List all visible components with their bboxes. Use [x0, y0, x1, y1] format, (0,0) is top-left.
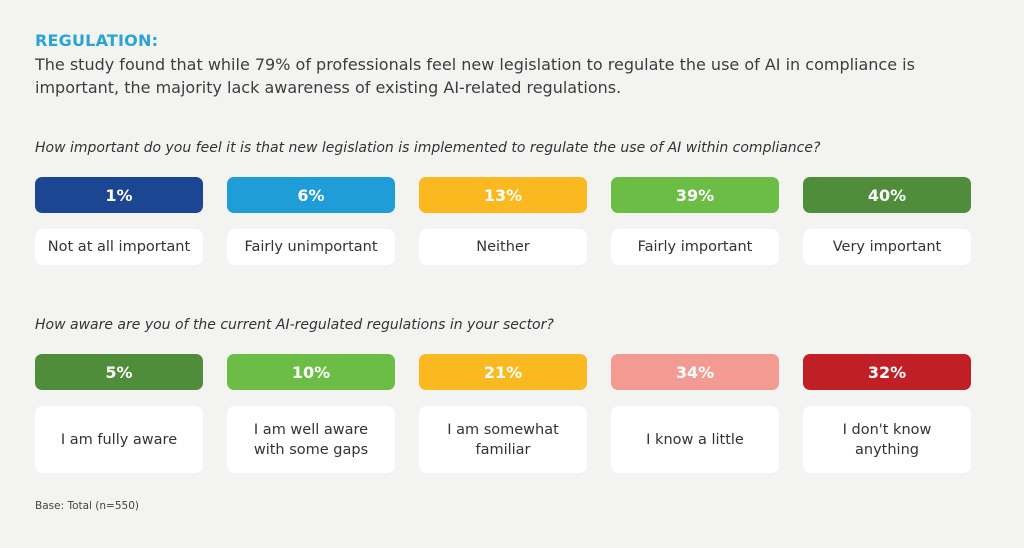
base-footnote: Base: Total (n=550): [35, 500, 139, 512]
question-importance: How important do you feel it is that new…: [35, 140, 821, 156]
value-pill: 21%: [419, 354, 587, 390]
importance-values-row: 1% 6% 13% 39% 40%: [35, 177, 971, 213]
importance-labels-row: Not at all important Fairly unimportant …: [35, 229, 971, 265]
value-pill: 40%: [803, 177, 971, 213]
option-label: Very important: [803, 229, 971, 265]
value-pill: 5%: [35, 354, 203, 390]
value-pill: 10%: [227, 354, 395, 390]
value-pill: 13%: [419, 177, 587, 213]
question-awareness: How aware are you of the current AI-regu…: [35, 317, 554, 333]
section-heading: REGULATION:: [35, 31, 159, 50]
option-label: Fairly unimportant: [227, 229, 395, 265]
option-label: Neither: [419, 229, 587, 265]
option-label: I know a little: [611, 406, 779, 473]
value-pill: 6%: [227, 177, 395, 213]
value-pill: 32%: [803, 354, 971, 390]
awareness-labels-row: I am fully aware I am well aware with so…: [35, 406, 971, 473]
option-label: I don't know anything: [803, 406, 971, 473]
value-pill: 1%: [35, 177, 203, 213]
value-pill: 39%: [611, 177, 779, 213]
option-label: I am fully aware: [35, 406, 203, 473]
option-label: I am somewhat familiar: [419, 406, 587, 473]
option-label: I am well aware with some gaps: [227, 406, 395, 473]
value-pill: 34%: [611, 354, 779, 390]
intro-paragraph: The study found that while 79% of profes…: [35, 55, 915, 97]
awareness-values-row: 5% 10% 21% 34% 32%: [35, 354, 971, 390]
option-label: Not at all important: [35, 229, 203, 265]
option-label: Fairly important: [611, 229, 779, 265]
